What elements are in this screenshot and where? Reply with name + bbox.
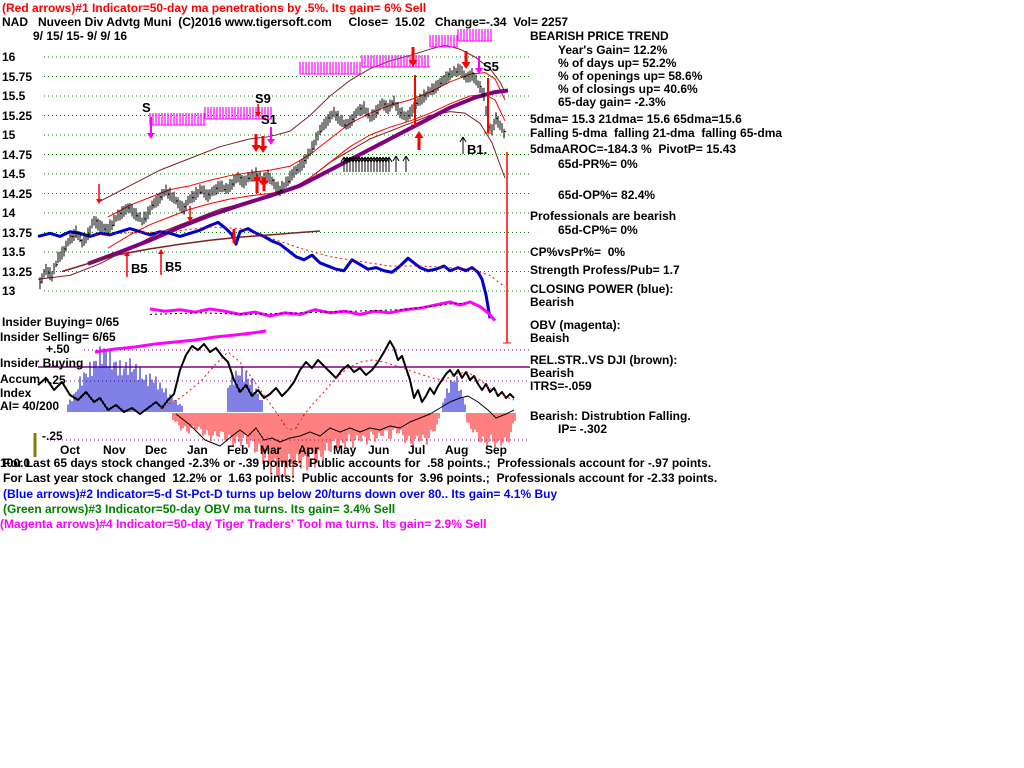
ma65-purple <box>87 88 509 266</box>
svg-text:S9: S9 <box>255 91 271 106</box>
lower-band-red <box>107 93 506 249</box>
insider-selling-magenta <box>94 329 267 354</box>
signal-labels: S S9 S1 S5 B1. B5 B5 <box>131 59 499 276</box>
accum-index-black <box>37 340 515 415</box>
traders-tool-hash-band <box>149 29 492 126</box>
svg-text:S: S <box>142 100 151 115</box>
rel-strength-brown <box>61 230 321 273</box>
obv-ma-black-dotted <box>149 302 465 315</box>
cp-ma-red-dotted <box>69 226 506 288</box>
svg-text:B5: B5 <box>165 259 182 274</box>
accum-ma-red-dotted <box>159 351 515 431</box>
svg-text:B5: B5 <box>131 261 148 276</box>
signal-arrows <box>96 47 483 277</box>
obv-magenta <box>149 300 497 322</box>
insider-histograms <box>67 346 516 479</box>
svg-text:S5: S5 <box>483 59 499 74</box>
signal-markers <box>33 75 511 457</box>
upper-envelope-brown <box>99 44 506 202</box>
candlesticks <box>39 63 506 290</box>
closing-power-blue <box>37 220 492 319</box>
upper-band-red <box>107 72 506 218</box>
histogram-weave-black <box>175 395 515 447</box>
svg-text:S1: S1 <box>261 112 277 127</box>
svg-text:B1.: B1. <box>467 142 487 157</box>
